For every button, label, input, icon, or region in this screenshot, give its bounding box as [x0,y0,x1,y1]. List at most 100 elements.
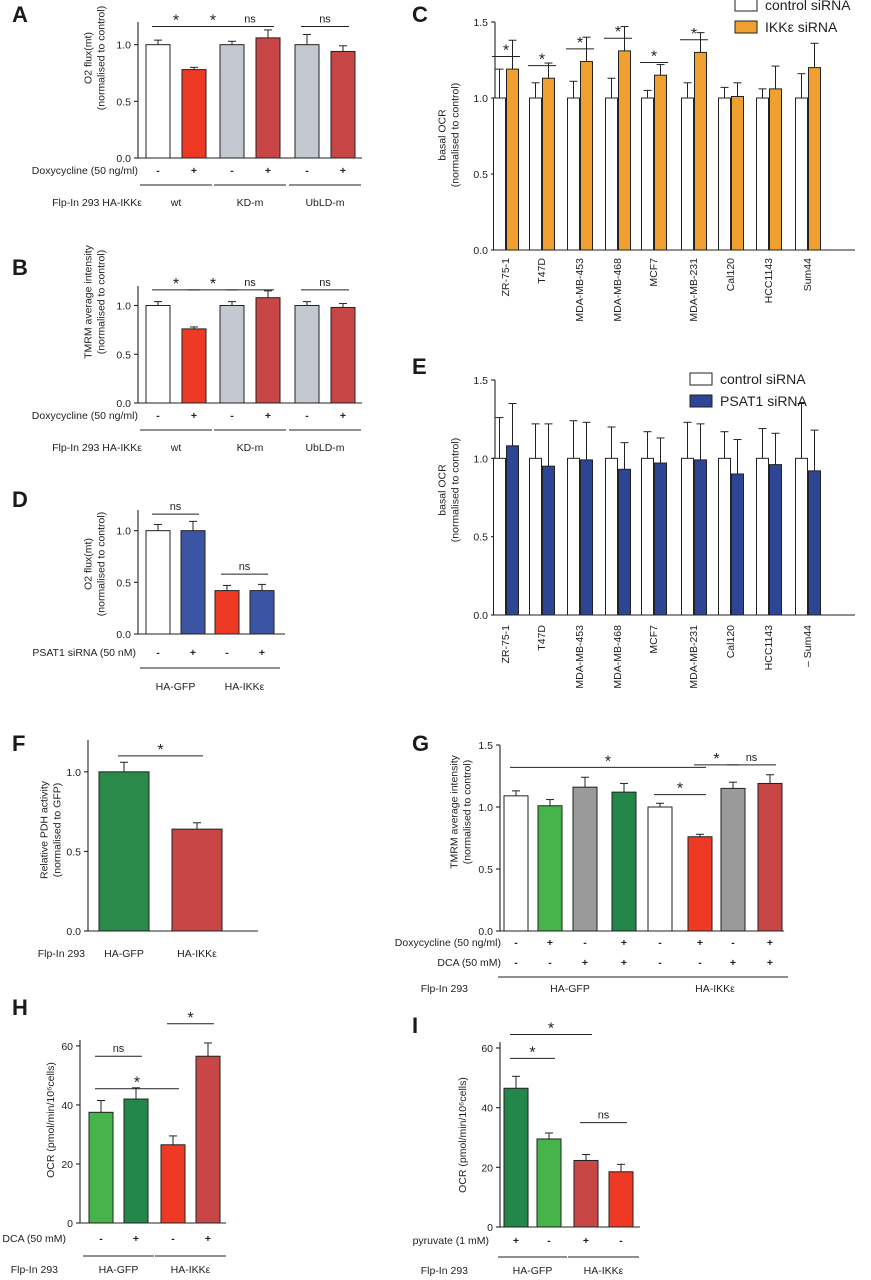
panel-F-group-prefix: Flp-In 293 [38,948,85,960]
panel-E-error-bar [733,439,742,474]
panel-I-group-prefix: Flp-In 293 [421,1265,468,1277]
panel-G-condition-mark: + [730,957,736,969]
panel-B-condition-mark: + [340,410,346,422]
panel-B-ytick-label: 1.0 [116,301,131,313]
panel-H-condition-mark: - [171,1233,175,1245]
panel-C-sig-label: * [503,42,509,59]
panel-I-condition-mark: - [619,1235,623,1247]
panel-E-bar [641,457,654,616]
panel-E-category-label: ZR-75-1 [500,625,512,664]
panel-E-error-bar [810,429,819,471]
panel-B-ytick-label: 0.0 [116,398,131,410]
panel-G-error-bar [766,774,774,784]
panel-C-error-bar [508,39,517,70]
panel-G-group-prefix: Flp-In 293 [421,983,468,995]
panel-F-sig-label: * [157,742,163,759]
panel-B-ylabel: (normalised to control) [96,250,108,354]
panel-B-condition-mark: + [191,410,197,422]
panel-C-bar [694,51,707,251]
panel-G-bar [687,836,713,932]
panel-A-label: A [12,2,28,27]
panel-C-error-bar [495,68,504,98]
panel-G-condition-mark: - [658,957,662,969]
panel-A-condition-label: Doxycycline (50 ng/ml) [32,165,138,177]
panel-A-group-label: KD-m [237,197,264,209]
panel-C-bar [542,77,555,251]
panel-G-condition-mark: + [582,957,588,969]
panel-C-category-label: MCF7 [648,258,660,287]
panel-I-sig-label: ns [598,1110,610,1122]
panel-E-error-bar [544,423,553,467]
panel-C-sig-label: * [651,49,657,66]
panel-E-bar [681,457,694,616]
panel-G-bar [537,805,563,932]
panel-E-ytick-label: 1.5 [473,375,488,387]
panel-B-group-label: UbLD-m [305,442,344,454]
panel-G-bar [720,787,746,932]
panel-G-condition-mark: + [767,957,773,969]
panel-B-condition-mark: + [265,410,271,422]
panel-A-group-label: UbLD-m [305,197,344,209]
panel-A-ytick-label: 1.0 [116,40,131,52]
panel-H-condition-mark: + [133,1233,139,1245]
panel-I-sig-label: * [529,1044,535,1061]
panel-E-category-label: MDA-MB-468 [612,625,624,689]
panel-H-bar [123,1098,149,1224]
panel-B-sig-label: ns [244,277,256,289]
panel-G-sig-label: * [713,751,719,768]
panel-A-error-bar [339,45,347,52]
panel-E-bar [605,457,618,616]
panel-G-error-bar [656,802,664,807]
panel-C-legend-swatch [734,0,758,12]
panel-F-ytick-label: 1.0 [66,767,81,779]
panel-I-ylabel: OCR (pmol/min/10⁶cells) [457,1077,469,1193]
panel-C-category-label: MDA-MB-453 [574,258,586,322]
panel-C-bar [731,95,744,251]
panel-C-category-label: HCC1143 [763,258,775,303]
panel-C-bar [756,97,769,251]
panel-D-bar [249,590,275,635]
panel-G-condition-mark: - [698,957,702,969]
panel-D-error-bar [258,583,266,591]
panel-I-group-label: HA-IKKε [584,1265,624,1277]
panel-D-label: D [12,487,28,512]
panel-D-bar [180,530,206,635]
panel-E-bar [529,457,542,616]
panel-I-bar [573,1159,599,1228]
panel-E-bar [567,457,580,616]
panel-I-condition-mark: - [547,1235,551,1247]
panel-G-bar [757,782,783,932]
panel-C-ytick-label: 1.0 [473,93,488,105]
panel-A-bar [255,37,281,159]
panel-I-bar [503,1087,529,1228]
panel-B-bar [330,306,356,404]
panel-B-bar [219,305,245,404]
panel-F-ytick-label: 0.5 [66,846,81,858]
panel-G-condition-mark: + [621,957,627,969]
panel-F-ylabel: (normalised to GFP) [52,783,64,878]
panel-B-condition-label: Doxycycline (50 ng/ml) [32,410,138,422]
panel-E-error-bar [582,421,591,460]
panel-B-bar [181,328,207,404]
panel-G-ytick-label: 1.5 [478,740,493,752]
panel-H-condition-label: DCA (50 mM) [2,1233,66,1245]
panel-G-bar [572,786,598,932]
panel-G-sig-label: * [605,753,611,770]
panel-B-condition-mark: - [305,410,309,422]
panel-H-bar [88,1111,114,1224]
panel-B-sig-label: * [210,276,216,293]
panel-E-category-label: Cal120 [725,625,737,658]
panel-G-error-bar [546,799,554,806]
panel-B-error-bar [264,290,272,298]
panel-D-bar [145,530,171,635]
panel-B-ytick-label: 0.5 [116,349,131,361]
panel-C-category-label: ZR-75-1 [500,258,512,297]
panel-C-label: C [412,2,428,27]
panel-E-bar [493,457,506,616]
panel-E-error-bar [758,428,767,459]
panel-B-error-bar [154,301,162,306]
panel-D-error-bar [154,523,162,531]
panel-G-condition-mark: + [621,937,627,949]
panel-D-group-label: HA-GFP [156,681,196,693]
